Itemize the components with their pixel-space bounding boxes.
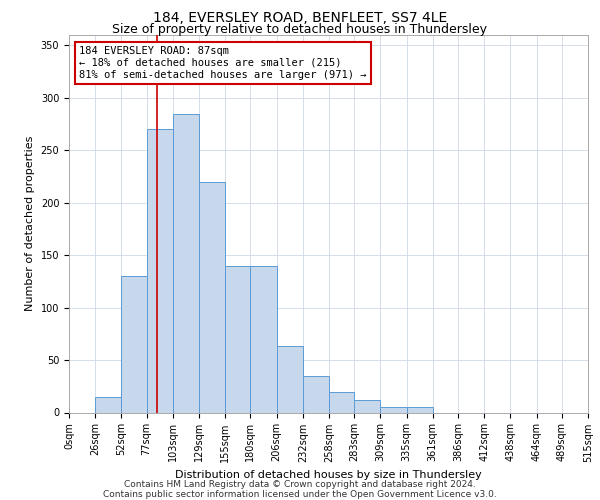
Text: 184 EVERSLEY ROAD: 87sqm
← 18% of detached houses are smaller (215)
81% of semi-: 184 EVERSLEY ROAD: 87sqm ← 18% of detach…: [79, 46, 367, 80]
Text: 184, EVERSLEY ROAD, BENFLEET, SS7 4LE: 184, EVERSLEY ROAD, BENFLEET, SS7 4LE: [153, 11, 447, 25]
Bar: [121, 276, 146, 412]
Bar: [407, 408, 433, 412]
Bar: [199, 182, 225, 412]
Text: Contains HM Land Registry data © Crown copyright and database right 2024.
Contai: Contains HM Land Registry data © Crown c…: [103, 480, 497, 499]
Bar: [354, 400, 380, 412]
Bar: [380, 408, 407, 412]
Bar: [95, 397, 121, 412]
Bar: [250, 266, 277, 412]
Bar: [329, 392, 354, 412]
Text: Size of property relative to detached houses in Thundersley: Size of property relative to detached ho…: [113, 22, 487, 36]
Bar: [225, 266, 250, 412]
Bar: [303, 376, 329, 412]
Bar: [277, 346, 303, 412]
Y-axis label: Number of detached properties: Number of detached properties: [25, 136, 35, 312]
X-axis label: Distribution of detached houses by size in Thundersley: Distribution of detached houses by size …: [175, 470, 482, 480]
Bar: [146, 130, 173, 412]
Bar: [173, 114, 199, 412]
